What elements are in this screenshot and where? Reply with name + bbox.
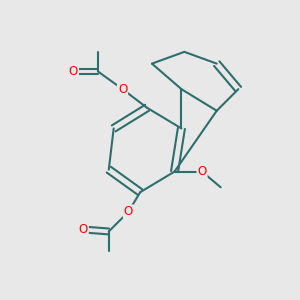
Text: O: O <box>197 165 207 178</box>
Text: O: O <box>124 205 133 218</box>
Text: O: O <box>69 65 78 78</box>
Text: O: O <box>118 82 127 96</box>
Text: O: O <box>79 223 88 236</box>
